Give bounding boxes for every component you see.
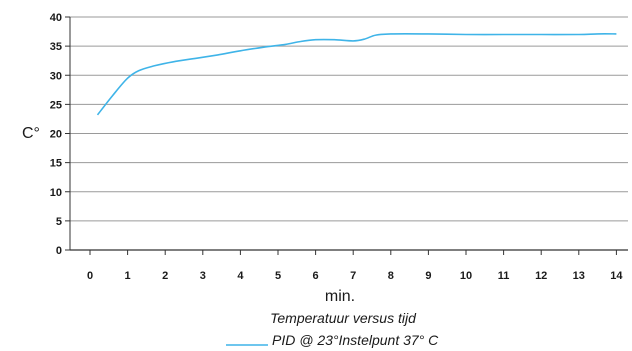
- x-tick-label: 10: [460, 270, 472, 282]
- legend-label: PID @ 23°Instelpunt 37° C: [272, 332, 439, 348]
- legend: PID @ 23°Instelpunt 37° C: [226, 332, 439, 348]
- x-tick-label: 7: [350, 270, 356, 282]
- x-axis-title: min.: [325, 288, 355, 305]
- x-tick-label: 9: [425, 270, 431, 282]
- x-tick-label: 1: [125, 270, 131, 282]
- y-tick-label: 35: [50, 41, 62, 53]
- x-tick-label: 4: [237, 270, 244, 282]
- x-tick-label: 6: [313, 270, 319, 282]
- series-line: [96, 32, 617, 116]
- chart-title: Temperatuur versus tijd: [270, 310, 417, 326]
- y-tick-label: 5: [56, 216, 62, 228]
- series-lines: [96, 32, 617, 116]
- y-tick-label: 40: [50, 12, 62, 24]
- x-tick-label: 8: [388, 270, 394, 282]
- x-tick-label: 12: [535, 270, 547, 282]
- x-tick-label: 0: [87, 270, 93, 282]
- y-tick-label: 25: [50, 99, 62, 111]
- x-tick-label: 11: [498, 270, 510, 282]
- axes: [65, 16, 628, 255]
- y-tick-labels: 0 5 10 15 20 25 30 35 40: [50, 12, 62, 257]
- x-tick-labels: 0 1 2 3 4 5 6 7 8 9 10 11 12 13 14: [87, 270, 623, 282]
- x-tick-label: 3: [200, 270, 206, 282]
- x-tick-label: 2: [162, 270, 168, 282]
- y-tick-label: 20: [50, 129, 62, 141]
- x-tick-label: 5: [275, 270, 281, 282]
- x-tick-label: 14: [610, 270, 623, 282]
- grid-lines: [70, 16, 628, 222]
- y-tick-label: 0: [56, 245, 62, 257]
- y-axis-title: C°: [22, 125, 40, 142]
- y-tick-label: 15: [50, 158, 62, 170]
- x-tick-label: 13: [573, 270, 585, 282]
- y-tick-label: 30: [50, 70, 62, 82]
- y-tick-label: 10: [50, 187, 62, 199]
